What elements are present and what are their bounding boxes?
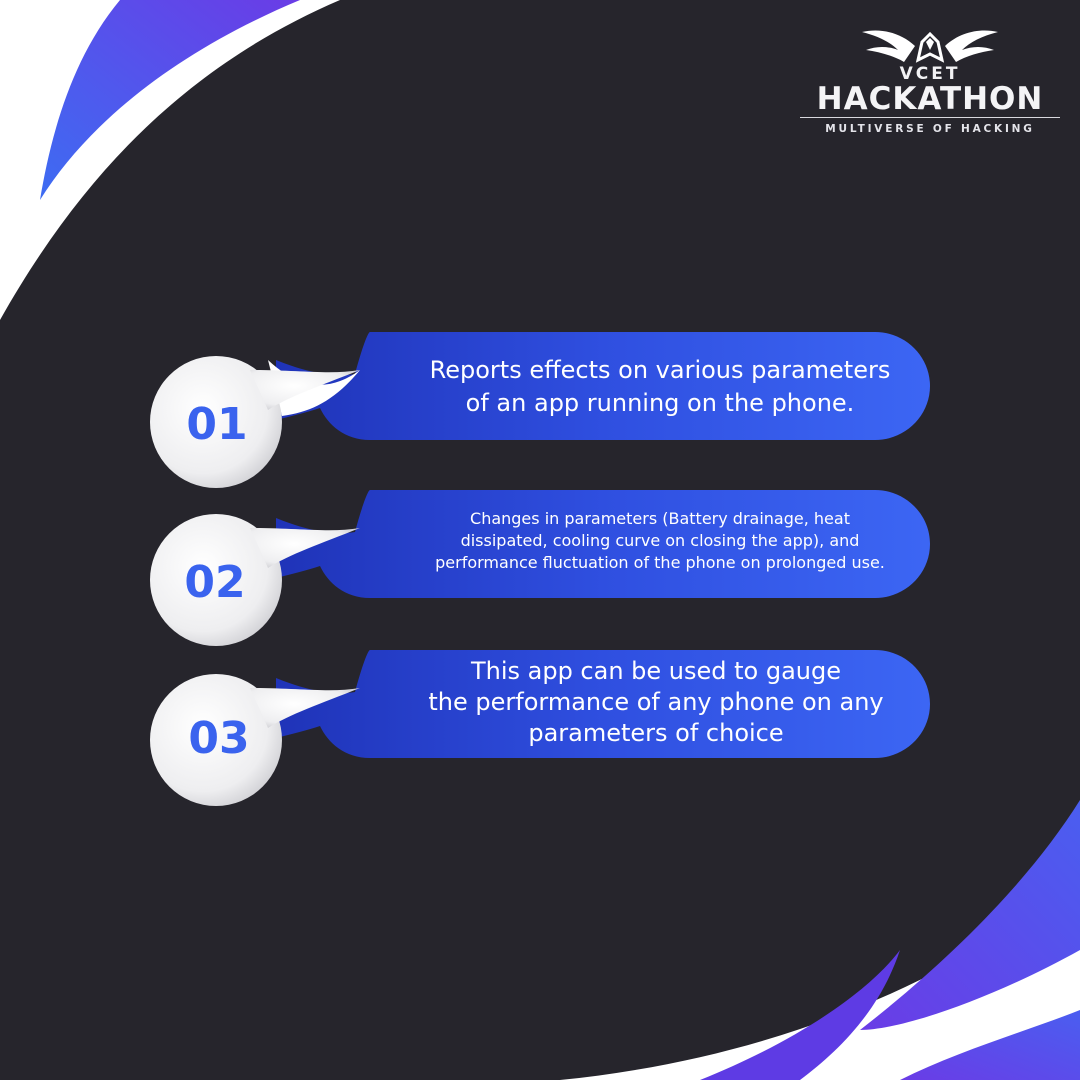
point-text-line: of an app running on the phone. bbox=[465, 389, 855, 417]
point-text-line: Changes in parameters (Battery drainage,… bbox=[470, 509, 850, 528]
point-item-3: 03 This app can be used to gauge the per… bbox=[0, 648, 1080, 818]
point-text-line: dissipated, cooling curve on closing the… bbox=[460, 531, 860, 550]
point-text-line: This app can be used to gauge bbox=[470, 657, 842, 685]
point-bubble-1 bbox=[150, 332, 930, 488]
winged-crest-icon bbox=[862, 30, 998, 63]
point-number-1: 01 bbox=[186, 399, 248, 450]
point-item-1: 01 Reports effects on various parameters… bbox=[0, 330, 1080, 500]
point-bubble-3 bbox=[150, 650, 930, 806]
event-tagline: MULTIVERSE OF HACKING bbox=[800, 117, 1060, 136]
point-text-3: This app can be used to gauge the perfor… bbox=[356, 656, 956, 749]
point-number-2: 02 bbox=[184, 557, 246, 608]
point-text-2: Changes in parameters (Battery drainage,… bbox=[360, 508, 960, 574]
point-bubble-2 bbox=[150, 490, 930, 646]
point-text-line: parameters of choice bbox=[528, 719, 784, 747]
point-number-3: 03 bbox=[188, 713, 250, 764]
point-text-line: the performance of any phone on any bbox=[428, 688, 884, 716]
point-text-line: Reports effects on various parameters bbox=[429, 356, 891, 384]
event-logo: VCET HACKATHON MULTIVERSE OF HACKING bbox=[800, 24, 1060, 144]
point-item-2: 02 Changes in parameters (Battery draina… bbox=[0, 488, 1080, 658]
point-text-line: performance fluctuation of the phone on … bbox=[435, 553, 885, 572]
event-name: HACKATHON bbox=[816, 81, 1044, 117]
event-short-name: VCET bbox=[899, 64, 961, 84]
point-text-1: Reports effects on various parameters of… bbox=[360, 354, 960, 420]
